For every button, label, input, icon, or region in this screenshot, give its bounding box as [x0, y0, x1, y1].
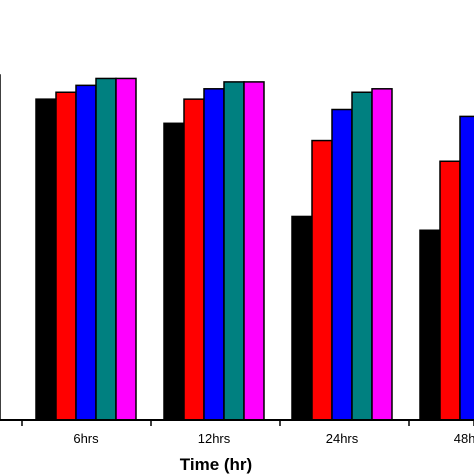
bar-24hrs-series-3 — [331, 108, 353, 421]
bar-6hrs-series-5 — [115, 77, 137, 421]
bar-24hrs-series-1 — [291, 215, 313, 421]
bar-24hrs-series-4 — [351, 91, 373, 421]
x-tick-label-6hrs: 6hrs — [73, 431, 99, 446]
bar-6hrs-series-4 — [95, 77, 117, 421]
bar-12hrs-series-4 — [223, 81, 245, 421]
bar-48hrs-series-1 — [419, 229, 441, 421]
bar-48hrs-series-2 — [439, 160, 461, 421]
bar-12hrs-series-3 — [203, 88, 225, 421]
bar-6hrs-series-3 — [75, 84, 97, 421]
bar-12hrs-series-1 — [163, 122, 185, 421]
x-tick-label-12hrs: 12hrs — [198, 431, 231, 446]
x-tick-label-48hrs: 48hrs — [454, 431, 474, 446]
bar-24hrs-series-5 — [371, 88, 393, 421]
bar-48hrs-series-3 — [459, 115, 474, 421]
x-axis-title: Time (hr) — [180, 455, 252, 474]
bar-12hrs-series-2 — [183, 98, 205, 421]
bar-6hrs-series-1 — [35, 98, 57, 421]
x-ticks-group: 6hrs 12hrs 24hrs 48hrs — [21, 420, 474, 446]
x-tick-label-24hrs: 24hrs — [326, 431, 359, 446]
bar-12hrs-series-5 — [243, 81, 265, 421]
bar-24hrs-series-2 — [311, 139, 333, 421]
bars-group — [0, 74, 474, 421]
bar-6hrs-series-2 — [55, 91, 77, 421]
